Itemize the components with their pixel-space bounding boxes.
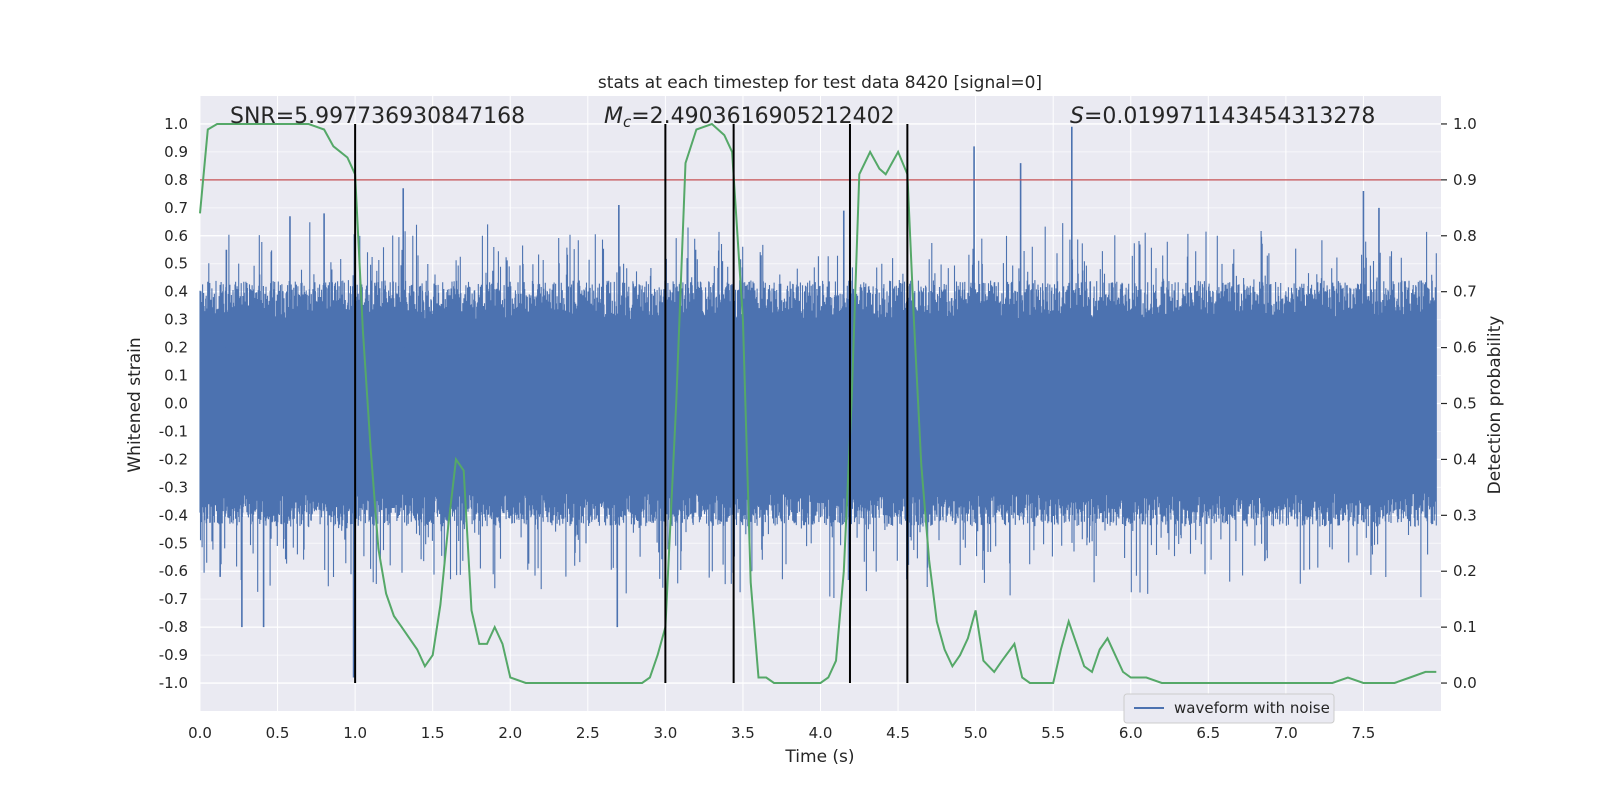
tick-layer: 0.0 0.5 1.0 1.5 2.0 2.5 3.0 3.5 4.0 4.5 5.0 5.5 6.0 6… [159,115,1477,742]
y-axis-label: Whitened strain [125,337,145,472]
y-tick-label: 0.8 [164,171,188,189]
y-tick-label: -0.9 [159,646,188,664]
y-tick-label: 0.4 [164,283,188,301]
x-tick-label: 6.5 [1196,724,1220,742]
x-tick-label: 0.5 [266,724,290,742]
probability-line [199,122,1437,684]
x-axis-label: Time (s) [784,747,854,767]
x-tick-label: 2.5 [576,724,600,742]
waveform-core [200,347,1437,474]
y2-tick-label: 0.1 [1453,618,1477,636]
s-annotation: S=0.019971143454313278 [1070,104,1375,129]
x-tick-label: 0.0 [188,724,212,742]
y-tick-label: -0.1 [159,422,188,440]
y2-tick-label: 0.3 [1453,506,1477,524]
y-tick-label: 0.6 [164,227,188,245]
y-tick-label: -0.7 [159,590,188,608]
legend: waveform with noise [1123,693,1335,724]
probability-layer [199,122,1437,684]
y-tick-label: 0.5 [164,255,188,273]
mc-value: =2.4903616905212402 [631,104,894,129]
y2-tick-label: 0.6 [1453,339,1477,357]
snr-annotation: SNR=5.997736930847168 [230,104,525,129]
y2-tick-label: 0.2 [1453,562,1477,580]
y-tick-label: -0.8 [159,618,188,636]
y2-tick-label: 1.0 [1453,115,1477,133]
x-tick-label: 4.5 [886,724,910,742]
s-value: =0.019971143454313278 [1084,104,1375,129]
mc-symbol: M [604,104,623,129]
y-tick-label: 0.0 [164,395,188,413]
y-tick-label: 0.7 [164,199,188,217]
y-tick-label: -0.2 [159,450,188,468]
x-tick-label: 7.0 [1274,724,1298,742]
x-tick-label: 6.0 [1119,724,1143,742]
y-tick-label: 0.1 [164,367,188,385]
mc-annotation: Mc=2.4903616905212402 [604,104,895,131]
x-tick-label: 7.5 [1352,724,1376,742]
y2-tick-label: 0.0 [1453,674,1477,692]
s-symbol: S [1070,104,1084,129]
y2-axis-label: Detection probability [1485,316,1505,495]
y-tick-label: -0.4 [159,506,188,524]
x-tick-label: 5.0 [964,724,988,742]
x-tick-label: 3.5 [731,724,755,742]
y-tick-label: -0.3 [159,478,188,496]
legend-label-waveform: waveform with noise [1174,699,1330,717]
y2-tick-label: 0.5 [1453,395,1477,413]
x-tick-label: 5.5 [1041,724,1065,742]
y-tick-label: 1.0 [164,115,188,133]
y-tick-label: -0.6 [159,562,188,580]
y-tick-label: 0.9 [164,143,188,161]
legend-box [1123,693,1335,724]
x-tick-label: 2.0 [498,724,522,742]
y2-tick-label: 0.4 [1453,450,1477,468]
x-tick-label: 3.0 [653,724,677,742]
x-tick-label: 4.0 [809,724,833,742]
mc-subscript: c [623,113,632,131]
chart-title: stats at each timestep for test data 842… [598,73,1042,93]
y-tick-label: -1.0 [159,674,188,692]
x-tick-label: 1.0 [343,724,367,742]
y-tick-label: 0.3 [164,311,188,329]
y2-tick-label: 0.8 [1453,227,1477,245]
waveform-layer [199,126,1437,678]
y-tick-label: -0.5 [159,534,188,552]
x-tick-label: 1.5 [421,724,445,742]
vertical-lines-layer [354,123,909,684]
y2-tick-label: 0.9 [1453,171,1477,189]
y-tick-label: 0.2 [164,339,188,357]
y2-tick-label: 0.7 [1453,283,1477,301]
